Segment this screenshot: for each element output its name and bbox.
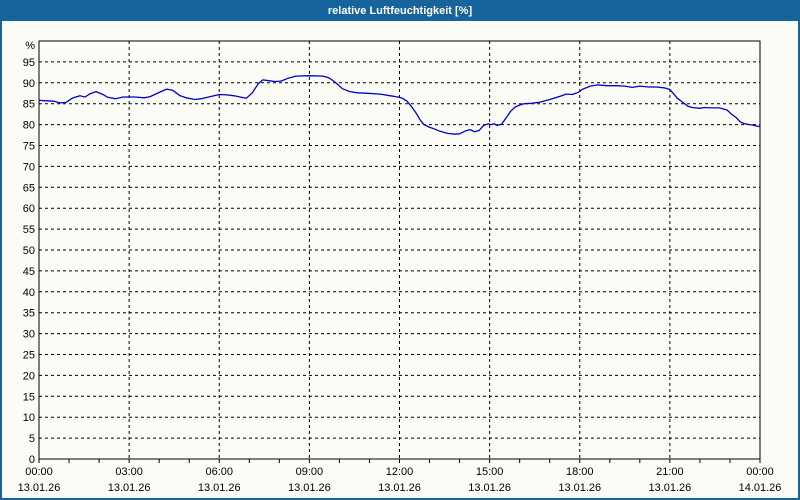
x-tick-time-label: 06:00 <box>205 466 233 478</box>
x-tick-date-label: 13.01.26 <box>288 482 331 494</box>
y-tick-label: 75 <box>23 141 35 153</box>
y-tick-label: 10 <box>23 412 35 424</box>
y-tick-label: 30 <box>23 329 35 341</box>
x-tick-date-label: 13.01.26 <box>468 482 511 494</box>
y-tick-label: 90 <box>23 78 35 90</box>
y-tick-label: 25 <box>23 350 35 362</box>
window-titlebar[interactable]: relative Luftfeuchtigkeit [%] <box>0 0 800 21</box>
gridlines <box>39 41 760 459</box>
y-tick-label: 60 <box>23 203 35 215</box>
y-tick-label: 95 <box>23 57 35 69</box>
x-tick-date-label: 13.01.26 <box>378 482 421 494</box>
x-tick-time-label: 03:00 <box>115 466 143 478</box>
x-tick-date-label: 13.01.26 <box>18 482 61 494</box>
x-tick-date-label: 14.01.26 <box>739 482 782 494</box>
x-tick-date-label: 13.01.26 <box>648 482 691 494</box>
y-tick-label: 40 <box>23 287 35 299</box>
x-tick-time-label: 18:00 <box>566 466 594 478</box>
x-axis-labels: 00:00 13.01.26 03:00 13.01.26 06:00 13.01.26 0… <box>18 466 782 494</box>
y-tick-label: 70 <box>23 161 35 173</box>
y-axis-unit-label: % <box>25 40 35 52</box>
y-tick-label: 35 <box>23 308 35 320</box>
x-tick-time-label: 00:00 <box>25 466 53 478</box>
y-tick-label: 15 <box>23 391 35 403</box>
x-tick-time-label: 15:00 <box>476 466 504 478</box>
y-tick-label: 80 <box>23 120 35 132</box>
x-tick-time-label: 09:00 <box>296 466 324 478</box>
x-tick-date-label: 13.01.26 <box>108 482 151 494</box>
x-tick-time-label: 00:00 <box>746 466 774 478</box>
y-tick-label: 20 <box>23 370 35 382</box>
x-axis-ticks <box>38 459 761 463</box>
x-tick-time-label: 12:00 <box>386 466 414 478</box>
y-tick-label: 65 <box>23 182 35 194</box>
series-line-relative-luftfeuchtigkeit <box>38 75 761 135</box>
y-tick-label: 85 <box>23 99 35 111</box>
y-tick-label: 50 <box>23 245 35 257</box>
y-tick-label: 0 <box>29 454 35 466</box>
window-title: relative Luftfeuchtigkeit [%] <box>327 4 473 17</box>
y-tick-label: 55 <box>23 224 35 236</box>
y-tick-label: 5 <box>29 433 35 445</box>
x-tick-date-label: 13.01.26 <box>558 482 601 494</box>
x-tick-time-label: 21:00 <box>656 466 684 478</box>
y-tick-label: 45 <box>23 266 35 278</box>
x-tick-date-label: 13.01.26 <box>198 482 241 494</box>
